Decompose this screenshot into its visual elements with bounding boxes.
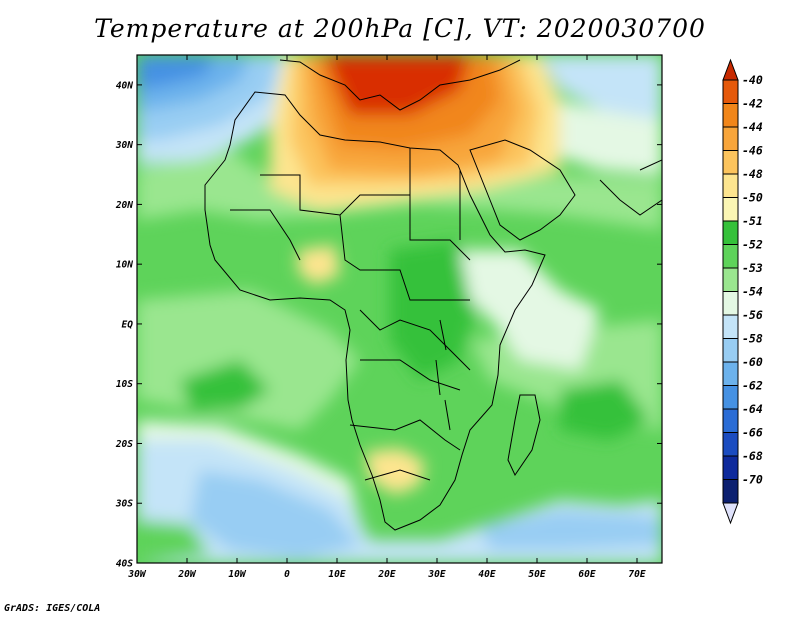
- colorbar-label: -58: [742, 332, 763, 346]
- colorbar-label: -60: [742, 355, 763, 369]
- border-7: [409, 148, 461, 240]
- lat-tick-label: 10S: [116, 379, 133, 390]
- africa-coastline: [204, 91, 546, 531]
- field-green-south-tip: [137, 520, 210, 563]
- border-8: [230, 209, 301, 261]
- field-dark-green-se: [560, 380, 650, 440]
- field-blue-southeast: [480, 510, 662, 550]
- lat-tick-label: 20N: [115, 200, 133, 211]
- colorbar-label: -68: [742, 449, 763, 463]
- plot-frame: [136, 54, 663, 564]
- colorbar-swatch: [722, 291, 739, 316]
- lon-tick-label: 70E: [628, 569, 645, 580]
- lon-tick-label: 30W: [127, 569, 146, 580]
- colorbar: -40 -42 -44 -46 -48 -50 -51 -52 -53 -54 -56 -58 -60 -…: [722, 58, 763, 525]
- lon-tick-label: 10W: [228, 569, 246, 580]
- border-4: [360, 359, 461, 391]
- colorbar-swatch: [722, 432, 739, 457]
- colorbar-label: -70: [742, 473, 763, 487]
- field-sky-ne: [540, 55, 662, 120]
- coastlines: [204, 59, 662, 531]
- colorbar-swatch: [722, 267, 739, 292]
- colorbar-swatch: [722, 79, 739, 104]
- arabia: [469, 139, 576, 241]
- colorbar-swatch: [722, 455, 739, 480]
- border-6: [364, 469, 431, 481]
- lat-tick-label: 30N: [115, 140, 133, 151]
- colorbar-swatch: [722, 479, 739, 504]
- lat-tick-label: 30S: [115, 499, 133, 510]
- border-3: [359, 309, 471, 371]
- field-dark-green-center: [390, 240, 480, 380]
- lon-tick-label: 50E: [528, 569, 545, 580]
- colorbar-swatch: [722, 314, 739, 339]
- map-title: Temperature at 200hPa [C], VT: 202003070…: [94, 14, 706, 43]
- europe: [279, 59, 521, 111]
- field-blue-dark-nw: [137, 55, 215, 90]
- colorbar-swatch: [722, 244, 739, 269]
- colorbar-label: -62: [742, 379, 763, 393]
- colorbar-swatch: [722, 173, 739, 198]
- latitude-axis: 40N 30N 20N 10N EQ 10S 20S 30S 40S: [115, 80, 662, 570]
- lat-tick-label: 20S: [115, 439, 133, 450]
- colorbar-swatch: [722, 103, 739, 128]
- longitude-axis: 30W 20W 10W 0 10E 20E 30E 40E 50E 60E 70E: [127, 55, 646, 580]
- footer-credit: GrADS: IGES/COLA: [4, 603, 101, 614]
- border-5: [349, 419, 461, 451]
- field-blue-south: [190, 470, 360, 560]
- lat-tick-label: 40S: [116, 559, 133, 570]
- colorbar-swatch: [722, 408, 739, 433]
- colorbar-label: -44: [742, 120, 763, 134]
- lat-tick-label: EQ: [122, 319, 134, 330]
- lon-tick-label: 30E: [427, 569, 445, 580]
- field-dark-green-west: [180, 360, 270, 410]
- madagascar: [507, 394, 541, 477]
- lon-tick-label: 10E: [328, 569, 345, 580]
- colorbar-swatch: [722, 126, 739, 151]
- colorbar-swatch: [722, 197, 739, 222]
- colorbar-label: -53: [742, 261, 763, 275]
- colorbar-label: -48: [742, 167, 763, 181]
- lon-tick-label: 40E: [478, 569, 495, 580]
- temperature-field: [137, 55, 662, 563]
- colorbar-swatch: [722, 220, 739, 245]
- lat-tick-label: 40N: [116, 80, 133, 91]
- colorbar-swatch: [722, 338, 739, 363]
- colorbar-label: -56: [742, 308, 763, 322]
- colorbar-label: -42: [742, 97, 763, 111]
- colorbar-label: -50: [742, 191, 763, 205]
- colorbar-swatch: [722, 150, 739, 175]
- colorbar-swatch: [722, 361, 739, 386]
- lon-tick-label: 20W: [177, 569, 196, 580]
- colorbar-label: -40: [742, 73, 763, 87]
- lakes: [435, 319, 451, 431]
- colorbar-label: -54: [742, 285, 763, 299]
- field-yellow-west-africa: [298, 245, 340, 285]
- india: [599, 159, 662, 216]
- field-mint-east: [460, 250, 600, 370]
- border-2: [339, 214, 470, 301]
- colorbar-label: -66: [742, 426, 763, 440]
- colorbar-label: -51: [742, 214, 763, 228]
- colorbar-top-arrow: [722, 58, 739, 81]
- colorbar-label: -64: [742, 402, 763, 416]
- colorbar-swatch: [722, 385, 739, 410]
- colorbar-label: -52: [742, 238, 763, 252]
- lon-tick-label: 0: [284, 569, 290, 580]
- colorbar-label: -46: [742, 144, 763, 158]
- lat-tick-label: 10N: [116, 260, 133, 271]
- lon-tick-label: 60E: [578, 569, 595, 580]
- lon-tick-label: 20E: [377, 569, 395, 580]
- colorbar-bottom-arrow: [722, 502, 739, 525]
- border-1: [260, 174, 471, 261]
